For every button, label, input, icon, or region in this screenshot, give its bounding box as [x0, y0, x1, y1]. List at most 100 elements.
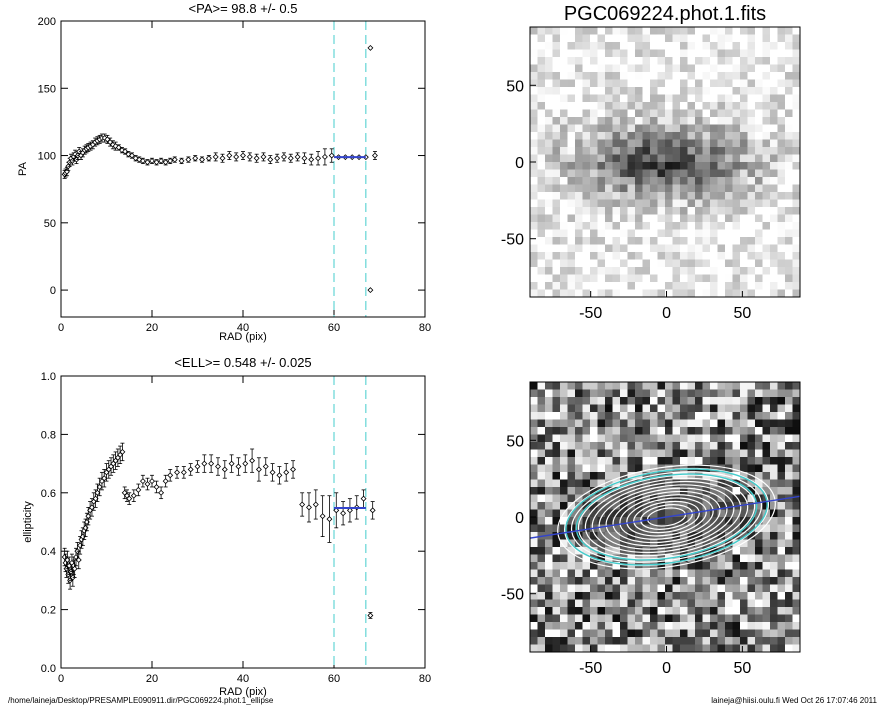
image-pixel: [665, 34, 673, 43]
image-pixel: [665, 124, 673, 133]
image-pixel: [702, 237, 711, 245]
image-pixel: [755, 404, 763, 413]
image-pixel: [530, 547, 538, 555]
image-pixel: [650, 382, 658, 390]
image-pixel: [635, 132, 643, 140]
image-pixel: [635, 169, 643, 178]
image-pixel: [740, 532, 748, 540]
ell-diamond-marker: [92, 495, 99, 502]
image-pixel: [702, 147, 711, 155]
image-pixel: [590, 124, 598, 133]
image-pixel: [597, 147, 606, 155]
image-pixel: [732, 177, 741, 185]
image-pixel: [552, 162, 561, 170]
image-pixel: [762, 397, 771, 405]
image-pixel: [635, 412, 643, 420]
image-pixel: [740, 109, 748, 118]
image-pixel: [530, 57, 538, 65]
image-pixel: [710, 64, 718, 73]
image-pixel: [665, 49, 673, 58]
image-pixel: [560, 397, 568, 405]
image-pixel: [740, 132, 748, 140]
image-pixel: [590, 622, 598, 630]
image-pixel: [642, 154, 651, 163]
image-pixel: [762, 389, 771, 398]
image-pixel: [657, 487, 666, 495]
image-pixel: [702, 177, 711, 185]
image-pixel: [725, 427, 733, 435]
image-pixel: [792, 449, 800, 458]
image-pixel: [582, 184, 591, 193]
image-pixel: [605, 382, 613, 390]
image-pixel: [642, 404, 651, 413]
image-pixel: [732, 539, 741, 548]
image-pixel: [605, 644, 613, 652]
image-pixel: [582, 607, 591, 615]
ell-data-point: [167, 469, 174, 482]
image-pixel: [710, 427, 718, 435]
image-pixel: [620, 57, 628, 65]
image-pixel: [777, 524, 786, 533]
image-pixel: [665, 102, 673, 110]
image-pixel: [650, 517, 658, 525]
image-pixel: [710, 237, 718, 245]
image-pixel: [552, 282, 561, 290]
image-pixel: [717, 184, 726, 193]
image-pixel: [770, 94, 778, 103]
image-pixel: [755, 64, 763, 73]
image-pixel: [530, 274, 538, 283]
image-pixel: [792, 382, 800, 390]
image-pixel: [620, 177, 628, 185]
image-pixel: [747, 267, 756, 275]
image-pixel: [687, 109, 696, 118]
image-pixel: [657, 607, 666, 615]
image-pixel: [567, 472, 576, 480]
image-pixel: [695, 479, 703, 488]
image-pixel: [687, 629, 696, 638]
image-pixel: [740, 442, 748, 450]
image-pixel: [657, 404, 666, 413]
image-pixel: [627, 177, 636, 185]
image-x-tick-label: -50: [579, 660, 602, 677]
image-pixel: [747, 464, 756, 473]
image-pixel: [612, 592, 621, 600]
image-pixel: [740, 637, 748, 645]
image-pixel: [642, 449, 651, 458]
image-pixel: [612, 169, 621, 178]
image-pixel: [687, 124, 696, 133]
image-pixel: [792, 569, 800, 578]
image-pixel: [567, 162, 576, 170]
image-pixel: [762, 252, 771, 260]
image-pixel: [695, 79, 703, 88]
image-pixel: [687, 614, 696, 623]
image-pixel: [597, 427, 606, 435]
image-pixel: [552, 147, 561, 155]
image-pixel: [777, 442, 786, 450]
image-pixel: [627, 442, 636, 450]
image-pixel: [740, 427, 748, 435]
image-pixel: [717, 34, 726, 43]
image-pixel: [657, 584, 666, 593]
ell-diamond-marker: [174, 469, 180, 476]
image-pixel: [680, 282, 688, 290]
image-pixel: [627, 592, 636, 600]
image-pixel: [755, 147, 763, 155]
image-pixel: [642, 229, 651, 238]
image-pixel: [582, 404, 591, 413]
image-pixel: [545, 404, 553, 413]
image-pixel: [702, 214, 711, 223]
image-pixel: [545, 57, 553, 65]
image-pixel: [642, 382, 651, 390]
pa-diamond-marker: [171, 156, 178, 163]
image-pixel: [605, 87, 613, 95]
image-pixel: [575, 192, 583, 200]
ell-data-point: [228, 454, 235, 473]
image-pixel: [702, 562, 711, 570]
image-pixel: [777, 404, 786, 413]
ell-diamond-marker: [83, 519, 90, 525]
image-pixel: [605, 494, 613, 503]
image-pixel: [710, 289, 718, 297]
image-pixel: [717, 397, 726, 405]
image-pixel: [545, 629, 553, 638]
